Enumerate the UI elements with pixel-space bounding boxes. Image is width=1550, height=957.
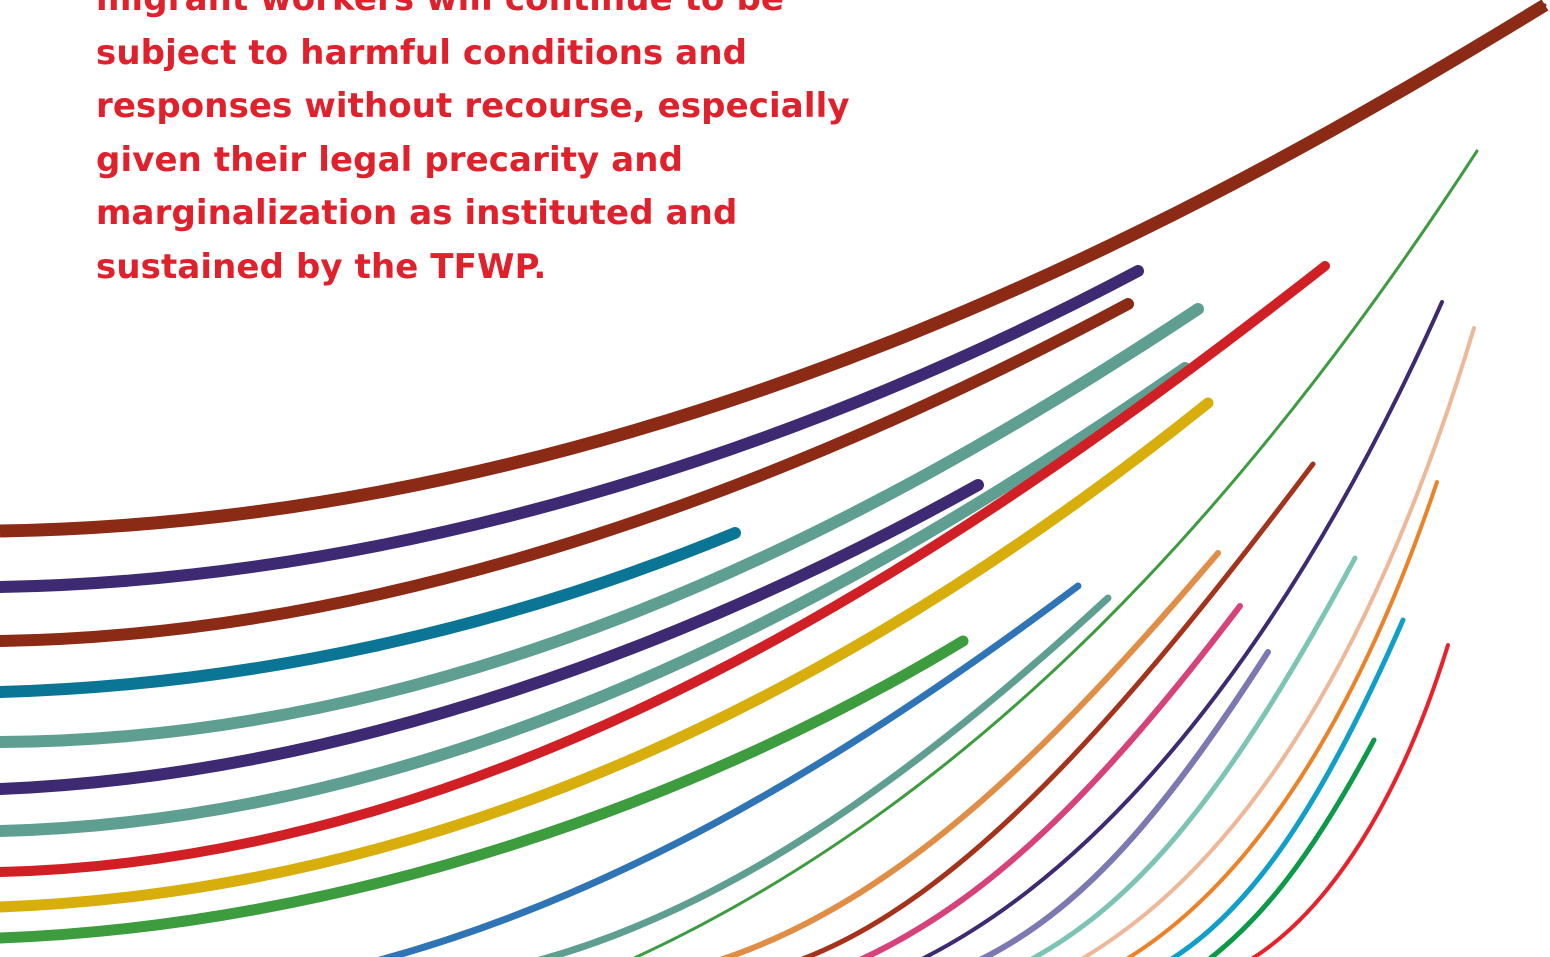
curve-green-teal-1: [0, 303, 1204, 748]
curve-green-1: [0, 635, 969, 944]
curve-brown-top: [0, 0, 1549, 538]
curve-cyan: [1170, 617, 1406, 957]
curve-pink: [859, 603, 1243, 957]
curve-blue: [378, 582, 1082, 957]
quote-line-1: migrant workers will continue to be: [96, 0, 856, 27]
quote-line-6: sustained by the TFWP.: [96, 246, 547, 287]
curve-purple-long: [921, 300, 1444, 957]
curve-yellow: [0, 397, 1214, 913]
curve-green-long: [632, 149, 1479, 957]
curve-mint: [1030, 555, 1358, 957]
curve-green-2: [1207, 737, 1377, 957]
curve-teal-short: [0, 527, 741, 698]
curve-brown-2: [0, 298, 1134, 647]
quote-text: migrant workers will continue to be subj…: [96, 0, 856, 294]
curve-purple-2: [0, 479, 984, 795]
curve-orange: [1125, 480, 1439, 957]
curve-lavender: [979, 649, 1271, 957]
curve-purple-1: [0, 265, 1144, 593]
quote-line-3: responses without recourse, especially: [96, 86, 850, 126]
quote-line-5: marginalization as instituted and: [96, 193, 738, 233]
curve-green-teal-2: [0, 362, 1191, 837]
curve-red-2: [1250, 643, 1450, 957]
curve-peach: [1081, 326, 1476, 957]
curve-red-1: [0, 261, 1330, 877]
quote-line-2: subject to harmful conditions and: [96, 32, 748, 73]
curve-brown-3: [800, 461, 1316, 957]
curve-orange-light: [719, 550, 1221, 957]
curve-teal-3: [538, 594, 1112, 957]
quote-line-4: given their legal precarity and: [96, 139, 684, 180]
